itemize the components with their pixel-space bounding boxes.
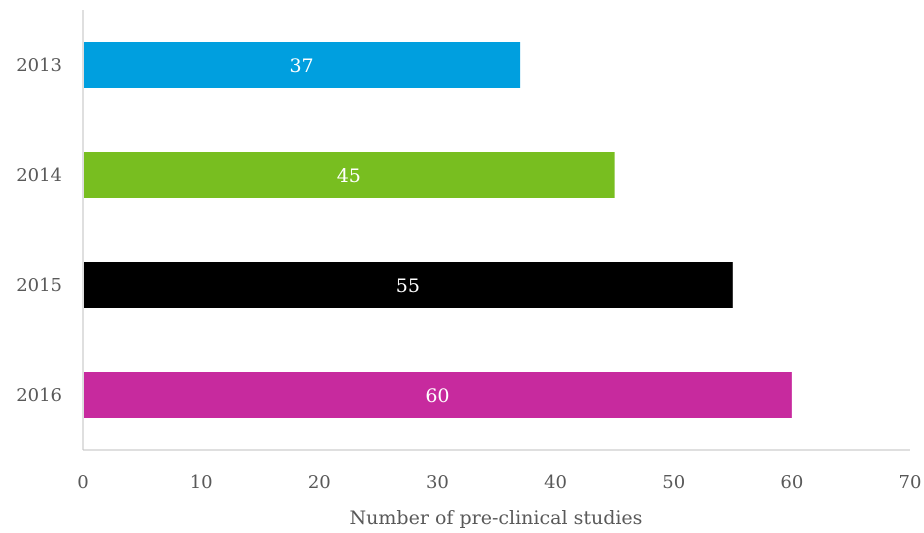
bars-layer: 37 45 55 60 xyxy=(84,42,792,418)
x-tick-label-0: 0 xyxy=(77,472,88,493)
x-tick-label-50: 50 xyxy=(662,472,685,493)
category-label-2016: 2016 xyxy=(16,385,62,406)
x-tick-label-70: 70 xyxy=(899,472,922,493)
x-tick-label-30: 30 xyxy=(426,472,449,493)
category-label-2014: 2014 xyxy=(16,165,62,186)
category-labels: 2013 2014 2015 2016 xyxy=(16,55,62,406)
category-label-2013: 2013 xyxy=(16,55,62,76)
bar-2014 xyxy=(84,152,615,198)
x-axis-title: Number of pre-clinical studies xyxy=(350,507,643,529)
x-tick-label-20: 20 xyxy=(308,472,331,493)
data-label-2013: 37 xyxy=(289,55,313,77)
data-label-2016: 60 xyxy=(425,385,449,407)
data-label-2014: 45 xyxy=(337,165,361,187)
data-label-2015: 55 xyxy=(396,275,420,297)
category-label-2015: 2015 xyxy=(16,275,62,296)
bar-2013 xyxy=(84,42,521,88)
x-tick-label-10: 10 xyxy=(190,472,213,493)
x-tick-label-40: 40 xyxy=(544,472,567,493)
bar-2015 xyxy=(84,262,733,308)
bar-2016 xyxy=(84,372,792,418)
x-tick-labels: 0 10 20 30 40 50 60 70 xyxy=(77,472,921,493)
x-tick-label-60: 60 xyxy=(780,472,803,493)
